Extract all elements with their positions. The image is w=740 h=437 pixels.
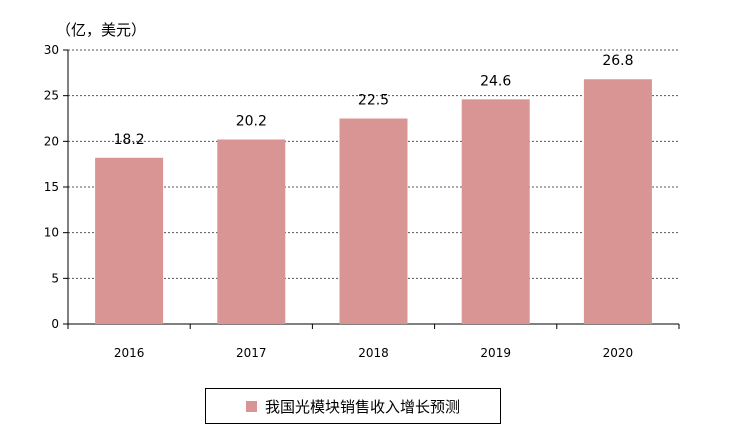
y-tick-label: 5 — [51, 271, 59, 285]
legend: 我国光模块销售收入增长预测 — [205, 388, 501, 424]
bar — [339, 118, 408, 324]
data-label: 24.6 — [480, 73, 511, 89]
y-tick-label: 30 — [44, 43, 59, 57]
bar — [95, 157, 164, 324]
bar — [583, 79, 652, 324]
legend-swatch — [245, 400, 257, 412]
bar — [217, 139, 286, 324]
x-tick-label: 2020 — [603, 346, 634, 360]
y-tick-label: 10 — [44, 226, 59, 240]
data-label: 20.2 — [236, 114, 267, 130]
bar — [461, 99, 530, 324]
legend-label: 我国光模块销售收入增长预测 — [264, 397, 460, 416]
data-label: 18.2 — [114, 132, 145, 148]
x-tick-label: 2019 — [480, 346, 511, 360]
bars: 18.2 20.2 22.5 24.6 26.8 — [95, 53, 652, 324]
x-tick-label: 2016 — [114, 346, 145, 360]
axes: 0 5 10 15 20 25 30 2016 2017 2018 2019 2020 — [44, 43, 680, 360]
x-tick-label: 2018 — [358, 346, 389, 360]
y-tick-label: 0 — [51, 317, 59, 331]
data-label: 26.8 — [602, 53, 633, 69]
x-tick-label: 2017 — [236, 346, 267, 360]
y-tick-label: 25 — [44, 89, 59, 103]
y-unit-label: （亿，美元） — [56, 21, 146, 39]
y-tick-label: 15 — [44, 180, 59, 194]
data-label: 22.5 — [358, 93, 389, 109]
y-tick-label: 20 — [44, 134, 59, 148]
